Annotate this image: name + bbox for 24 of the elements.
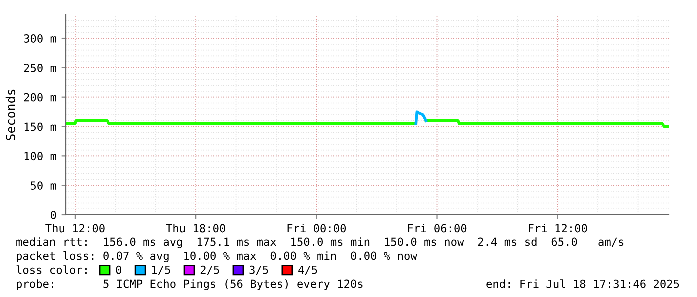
text: end: Fri Jul 18 17:31:46 2025 [486, 280, 680, 288]
text: packet loss: 0.07 % avg 10.00 % max 0.00 % min 0.00 % now [17, 252, 418, 262]
x-tick-label: Thu 12:00 [46, 224, 105, 233]
y-tick-label: 200 m [24, 93, 56, 102]
y-tick-label: 300 m [24, 34, 56, 43]
legend-label: 2/5 [200, 266, 220, 276]
y-tick-label: 100 m [24, 152, 56, 161]
x-tick-label: Fri 12:00 [529, 224, 588, 233]
y-tick-label: 250 m [24, 64, 56, 72]
legend-label: 3/5 [250, 266, 268, 276]
y-tick-label: 50 m [30, 182, 56, 190]
legend-label: 4/5 [298, 266, 318, 276]
legend-label: 0 [116, 266, 122, 274]
y-tick-label: 150 m [24, 122, 56, 132]
line-series [414, 110, 428, 126]
legend-title: loss color: [16, 266, 87, 274]
x-tick-label: Fri 00:00 [288, 224, 346, 233]
text: probe: 5 ICMP Echo Pings (56 Bytes) every 120s [17, 280, 363, 290]
y-tick-label: 0 [51, 211, 56, 220]
text: median rtt: 156.0 ms avg 175.1 ms max 150.0 ms min 150.0 ms now 2.4 ms sd 65.0 am/s [16, 238, 624, 248]
x-tick-label: Thu 18:00 [166, 224, 226, 233]
y-axis-title: Seconds [6, 90, 16, 140]
x-tick-label: Fri 06:00 [408, 224, 467, 233]
legend-label: 1/5 [152, 266, 170, 276]
